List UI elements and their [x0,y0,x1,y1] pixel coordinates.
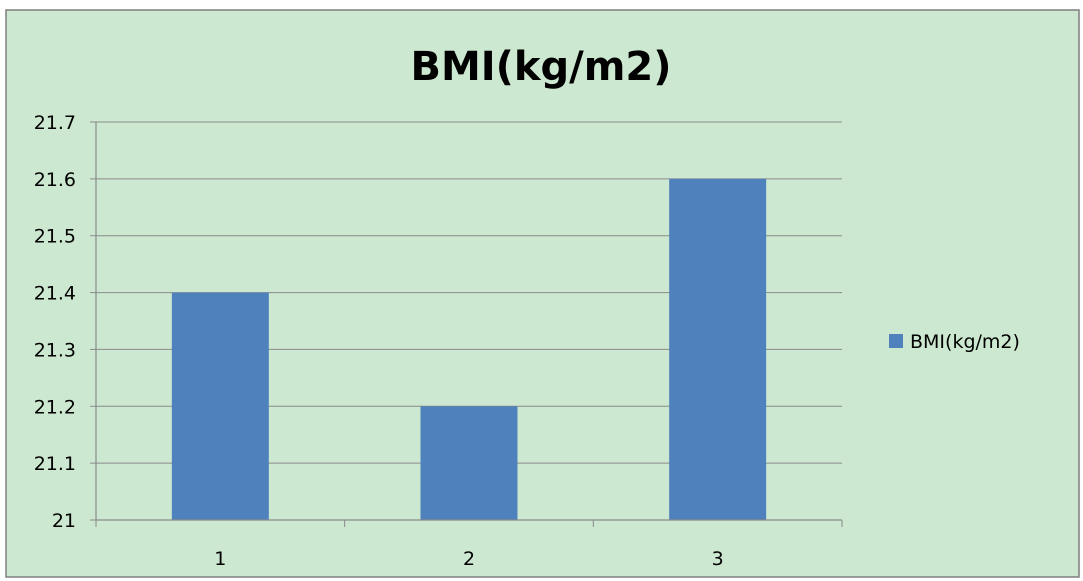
chart-area [5,9,1080,578]
x-tick-label: 2 [463,548,475,570]
legend: BMI(kg/m2) [889,331,1020,353]
x-tick-label: 3 [712,548,724,570]
y-tick-label: 21.3 [34,339,76,361]
y-tick-label: 21 [52,510,76,532]
y-tick-label: 21.2 [34,396,76,418]
y-tick-label: 21.1 [34,453,76,475]
chart-title: BMI(kg/m2) [410,44,671,90]
y-tick-label: 21.6 [34,169,76,191]
y-tick-label: 21.4 [34,283,76,305]
x-tick-label: 1 [214,548,226,570]
legend-swatch [889,334,903,348]
y-tick-label: 21.5 [34,226,76,248]
y-tick-label: 21.7 [34,112,76,134]
bar [171,292,269,520]
bars [171,178,767,520]
bar [420,406,518,520]
bar [669,178,767,520]
legend-label: BMI(kg/m2) [910,331,1020,353]
axes: 21 21.1 21.2 21.3 21.4 21.5 21.6 21.7 1 2 3 [34,112,843,570]
